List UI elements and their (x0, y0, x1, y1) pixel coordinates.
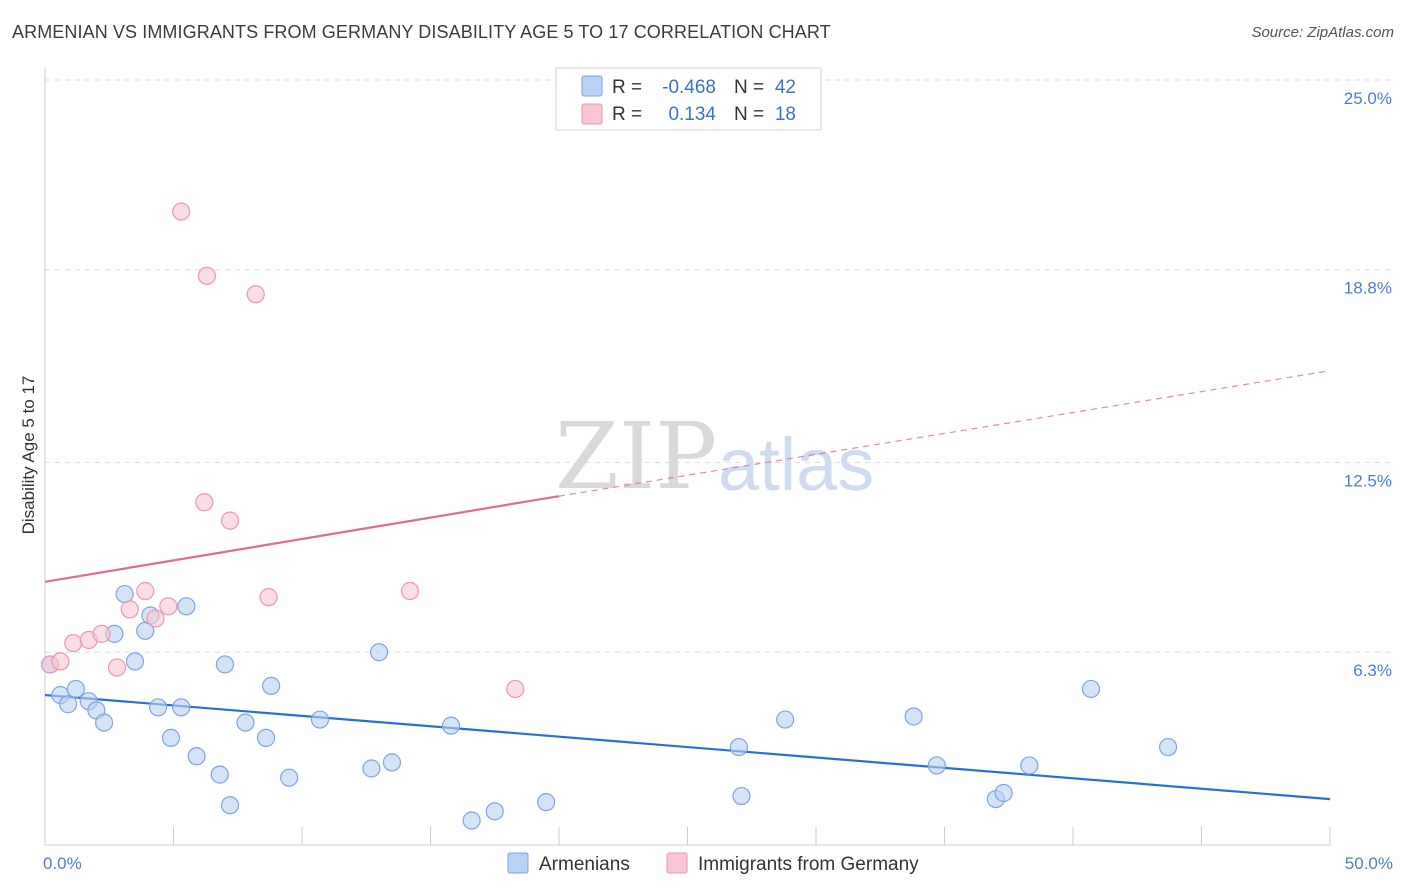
point-germany-7 (136, 581, 155, 601)
legend-n-label-germany: N = (734, 104, 764, 125)
point-germany-13 (220, 511, 240, 530)
point-germany-5 (107, 658, 127, 677)
point-armenians-29 (462, 811, 481, 830)
point-germany-8 (146, 609, 165, 628)
point-armenians-40 (1081, 679, 1101, 699)
point-germany-11 (195, 493, 214, 512)
point-armenians-30 (485, 802, 504, 821)
point-armenians-25 (362, 759, 381, 778)
bottom-legend-swatch-germany (666, 852, 688, 874)
x-tick-label-0: 0.0% (43, 854, 82, 873)
point-armenians-26 (370, 643, 389, 662)
legend-r-value-germany: 0.134 (668, 104, 716, 125)
legend-n-value-germany: 18 (775, 104, 796, 125)
point-germany-17 (506, 679, 525, 699)
bottom-legend-armenians: Armenians (539, 854, 630, 875)
trend-line-germany (44, 495, 560, 583)
legend-r-value-armenians: -0.468 (662, 77, 716, 98)
point-armenians-24 (310, 710, 330, 729)
point-armenians-36 (927, 756, 946, 775)
legend-r-label-armenians: R = (612, 77, 642, 98)
legend-n-label-armenians: N = (734, 77, 764, 98)
point-germany-1 (51, 652, 70, 671)
y-axis-label: Disability Age 5 to 17 (19, 376, 38, 535)
point-germany-14 (246, 285, 265, 304)
legend-swatch-germany (581, 103, 603, 125)
point-armenians-19 (220, 796, 240, 815)
point-armenians-14 (172, 698, 191, 717)
x-tick-label-1: 50.0% (1345, 854, 1393, 873)
legend-swatch-armenians (581, 75, 603, 97)
point-armenians-17 (210, 765, 229, 784)
point-armenians-6 (95, 713, 114, 732)
point-germany-9 (159, 597, 178, 616)
point-armenians-28 (441, 716, 461, 735)
trend-line-armenians (44, 693, 1331, 801)
point-germany-6 (120, 600, 139, 619)
point-armenians-20 (236, 713, 255, 732)
point-germany-10 (172, 202, 191, 221)
point-armenians-35 (904, 707, 923, 726)
point-armenians-22 (262, 676, 281, 695)
point-armenians-12 (148, 698, 168, 717)
y-tick-label-2: 18.8% (1344, 279, 1392, 298)
point-armenians-9 (125, 652, 145, 671)
tick-labels: 6.3% 12.5% 18.8% 25.0% 0.0% 50.0% (43, 89, 1393, 873)
point-armenians-13 (161, 728, 181, 748)
point-armenians-32 (729, 737, 749, 757)
trend-lines (44, 370, 1331, 801)
point-armenians-23 (280, 768, 299, 787)
watermark-atlas: atlas (718, 423, 874, 506)
data-points (41, 202, 1178, 830)
point-armenians-39 (1020, 756, 1039, 775)
point-germany-16 (400, 581, 420, 601)
point-germany-15 (259, 588, 278, 607)
trend-extension-germany (558, 370, 1331, 497)
point-armenians-15 (177, 597, 196, 616)
source-label: Source: ZipAtlas.com (1251, 24, 1394, 41)
point-armenians-21 (256, 728, 276, 748)
bottom-legend-swatch-armenians (507, 852, 529, 874)
legend-r-label-germany: R = (612, 104, 642, 125)
point-armenians-16 (187, 747, 206, 766)
point-germany-12 (197, 266, 217, 285)
point-armenians-38 (994, 783, 1013, 803)
point-armenians-34 (776, 710, 795, 729)
y-tick-label-3: 25.0% (1344, 89, 1392, 108)
watermark-zip: ZIP (555, 403, 717, 510)
legend-box: R = -0.468 N = 42 R = 0.134 N = 18 (555, 67, 822, 131)
point-armenians-33 (732, 786, 751, 806)
point-armenians-8 (115, 584, 134, 604)
point-armenians-18 (215, 655, 234, 674)
bottom-legend-germany: Immigrants from Germany (698, 854, 919, 875)
chart-title: ARMENIAN VS IMMIGRANTS FROM GERMANY DISA… (12, 22, 831, 42)
bottom-legend: Armenians Immigrants from Germany (507, 852, 919, 875)
y-tick-label-0: 6.3% (1353, 661, 1392, 680)
point-armenians-2 (59, 695, 78, 714)
point-armenians-3 (66, 679, 85, 699)
grid-lines (45, 79, 1394, 653)
point-armenians-41 (1158, 737, 1178, 757)
legend-n-value-armenians: 42 (775, 77, 796, 98)
point-germany-2 (64, 633, 83, 653)
point-armenians-27 (382, 753, 402, 772)
point-germany-4 (92, 624, 111, 643)
y-tick-label-1: 12.5% (1344, 472, 1392, 491)
point-armenians-31 (537, 793, 556, 812)
axes (44, 68, 1331, 846)
